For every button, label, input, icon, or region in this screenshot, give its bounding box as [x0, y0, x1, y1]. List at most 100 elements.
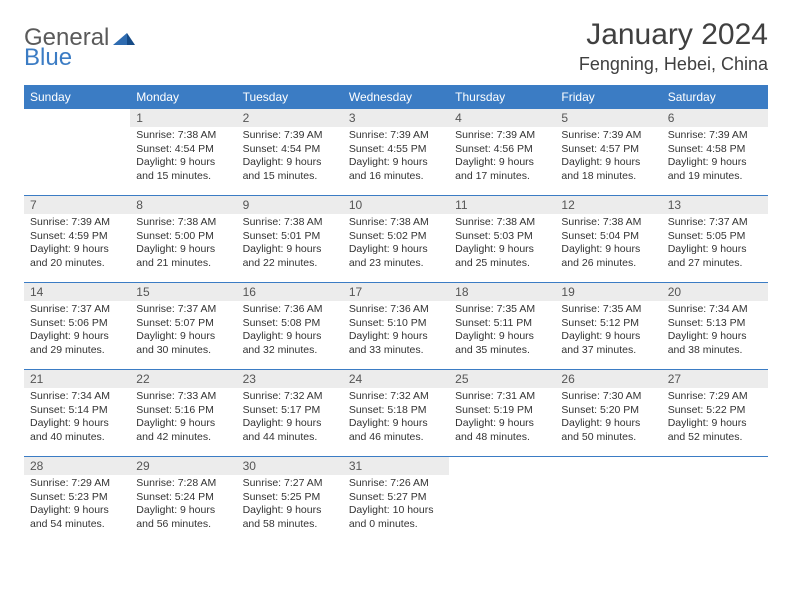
day-cell: 23Sunrise: 7:32 AMSunset: 5:17 PMDayligh…: [237, 370, 343, 456]
day-cell: 28Sunrise: 7:29 AMSunset: 5:23 PMDayligh…: [24, 457, 130, 543]
sunrise-text: Sunrise: 7:26 AM: [349, 477, 443, 491]
daylight-text: Daylight: 9 hours and 30 minutes.: [136, 330, 230, 357]
day-cell: 3Sunrise: 7:39 AMSunset: 4:55 PMDaylight…: [343, 109, 449, 195]
sunset-text: Sunset: 5:12 PM: [561, 317, 655, 331]
sunset-text: Sunset: 4:57 PM: [561, 143, 655, 157]
day-cell: 17Sunrise: 7:36 AMSunset: 5:10 PMDayligh…: [343, 283, 449, 369]
day-cell: 15Sunrise: 7:37 AMSunset: 5:07 PMDayligh…: [130, 283, 236, 369]
day-info: Sunrise: 7:34 AMSunset: 5:13 PMDaylight:…: [662, 301, 768, 362]
sunrise-text: Sunrise: 7:39 AM: [561, 129, 655, 143]
sunrise-text: Sunrise: 7:38 AM: [349, 216, 443, 230]
sunset-text: Sunset: 4:54 PM: [243, 143, 337, 157]
day-info: Sunrise: 7:29 AMSunset: 5:22 PMDaylight:…: [662, 388, 768, 449]
sunset-text: Sunset: 4:55 PM: [349, 143, 443, 157]
sunset-text: Sunset: 5:08 PM: [243, 317, 337, 331]
daylight-text: Daylight: 9 hours and 48 minutes.: [455, 417, 549, 444]
day-cell: [662, 457, 768, 543]
sunrise-text: Sunrise: 7:35 AM: [455, 303, 549, 317]
day-number: 28: [24, 457, 130, 475]
sunrise-text: Sunrise: 7:35 AM: [561, 303, 655, 317]
day-number: 14: [24, 283, 130, 301]
day-info: Sunrise: 7:37 AMSunset: 5:06 PMDaylight:…: [24, 301, 130, 362]
day-cell: 10Sunrise: 7:38 AMSunset: 5:02 PMDayligh…: [343, 196, 449, 282]
day-info: Sunrise: 7:39 AMSunset: 4:57 PMDaylight:…: [555, 127, 661, 188]
daylight-text: Daylight: 9 hours and 52 minutes.: [668, 417, 762, 444]
daylight-text: Daylight: 9 hours and 15 minutes.: [136, 156, 230, 183]
sunset-text: Sunset: 5:04 PM: [561, 230, 655, 244]
week-row: 21Sunrise: 7:34 AMSunset: 5:14 PMDayligh…: [24, 370, 768, 457]
day-cell: 11Sunrise: 7:38 AMSunset: 5:03 PMDayligh…: [449, 196, 555, 282]
day-number: 8: [130, 196, 236, 214]
weekday-wed: Wednesday: [343, 85, 449, 109]
day-info: Sunrise: 7:38 AMSunset: 4:54 PMDaylight:…: [130, 127, 236, 188]
week-row: 7Sunrise: 7:39 AMSunset: 4:59 PMDaylight…: [24, 196, 768, 283]
day-cell: [24, 109, 130, 195]
sunrise-text: Sunrise: 7:37 AM: [136, 303, 230, 317]
week-row: 1Sunrise: 7:38 AMSunset: 4:54 PMDaylight…: [24, 109, 768, 196]
day-number: 4: [449, 109, 555, 127]
day-number: 30: [237, 457, 343, 475]
day-cell: 20Sunrise: 7:34 AMSunset: 5:13 PMDayligh…: [662, 283, 768, 369]
header: General January 2024 Fengning, Hebei, Ch…: [24, 18, 768, 75]
sunrise-text: Sunrise: 7:39 AM: [243, 129, 337, 143]
sunset-text: Sunset: 5:11 PM: [455, 317, 549, 331]
day-number: 24: [343, 370, 449, 388]
day-number: 2: [237, 109, 343, 127]
daylight-text: Daylight: 9 hours and 32 minutes.: [243, 330, 337, 357]
day-number: 23: [237, 370, 343, 388]
sunset-text: Sunset: 5:18 PM: [349, 404, 443, 418]
sunrise-text: Sunrise: 7:34 AM: [30, 390, 124, 404]
sunrise-text: Sunrise: 7:38 AM: [136, 129, 230, 143]
sunset-text: Sunset: 5:19 PM: [455, 404, 549, 418]
sunset-text: Sunset: 5:27 PM: [349, 491, 443, 505]
daylight-text: Daylight: 9 hours and 40 minutes.: [30, 417, 124, 444]
sunset-text: Sunset: 5:10 PM: [349, 317, 443, 331]
sunset-text: Sunset: 5:01 PM: [243, 230, 337, 244]
sunset-text: Sunset: 5:06 PM: [30, 317, 124, 331]
daylight-text: Daylight: 9 hours and 27 minutes.: [668, 243, 762, 270]
day-cell: 21 Sunrise: 7:34 AMSunset: 5:14 PMDayligh…: [24, 370, 130, 456]
day-info: Sunrise: 7:37 AMSunset: 5:05 PMDaylight:…: [662, 214, 768, 275]
day-cell: [555, 457, 661, 543]
month-title: January 2024: [579, 18, 768, 52]
day-number: 22: [130, 370, 236, 388]
daylight-text: Daylight: 10 hours and 0 minutes.: [349, 504, 443, 531]
daylight-text: Daylight: 9 hours and 26 minutes.: [561, 243, 655, 270]
day-info: Sunrise: 7:38 AMSunset: 5:01 PMDaylight:…: [237, 214, 343, 275]
sunrise-text: Sunrise: 7:32 AM: [243, 390, 337, 404]
day-cell: 14Sunrise: 7:37 AMSunset: 5:06 PMDayligh…: [24, 283, 130, 369]
sunset-text: Sunset: 5:17 PM: [243, 404, 337, 418]
sunrise-text: Sunrise: 7:29 AM: [30, 477, 124, 491]
day-cell: 5Sunrise: 7:39 AMSunset: 4:57 PMDaylight…: [555, 109, 661, 195]
daylight-text: Daylight: 9 hours and 58 minutes.: [243, 504, 337, 531]
day-number: 20: [662, 283, 768, 301]
week-row: 28Sunrise: 7:29 AMSunset: 5:23 PMDayligh…: [24, 457, 768, 543]
day-number: 17: [343, 283, 449, 301]
weekday-header: Sunday Monday Tuesday Wednesday Thursday…: [24, 85, 768, 109]
day-cell: 13Sunrise: 7:37 AMSunset: 5:05 PMDayligh…: [662, 196, 768, 282]
sunset-text: Sunset: 5:14 PM: [30, 404, 124, 418]
sunset-text: Sunset: 5:16 PM: [136, 404, 230, 418]
day-number: 21: [24, 370, 130, 388]
day-info: Sunrise: 7:32 AMSunset: 5:18 PMDaylight:…: [343, 388, 449, 449]
daylight-text: Daylight: 9 hours and 17 minutes.: [455, 156, 549, 183]
day-info: Sunrise: 7:39 AMSunset: 4:54 PMDaylight:…: [237, 127, 343, 188]
sunrise-text: Sunrise: 7:37 AM: [30, 303, 124, 317]
day-info: Sunrise: 7:26 AMSunset: 5:27 PMDaylight:…: [343, 475, 449, 536]
daylight-text: Daylight: 9 hours and 54 minutes.: [30, 504, 124, 531]
day-number: 16: [237, 283, 343, 301]
day-cell: 16Sunrise: 7:36 AMSunset: 5:08 PMDayligh…: [237, 283, 343, 369]
day-info: Sunrise: 7:27 AMSunset: 5:25 PMDaylight:…: [237, 475, 343, 536]
day-info: Sunrise: 7:36 AMSunset: 5:08 PMDaylight:…: [237, 301, 343, 362]
sunset-text: Sunset: 4:59 PM: [30, 230, 124, 244]
day-cell: [449, 457, 555, 543]
sunset-text: Sunset: 5:25 PM: [243, 491, 337, 505]
day-number: 9: [237, 196, 343, 214]
day-number: 10: [343, 196, 449, 214]
day-cell: 4Sunrise: 7:39 AMSunset: 4:56 PMDaylight…: [449, 109, 555, 195]
daylight-text: Daylight: 9 hours and 33 minutes.: [349, 330, 443, 357]
day-number: 12: [555, 196, 661, 214]
day-cell: 2Sunrise: 7:39 AMSunset: 4:54 PMDaylight…: [237, 109, 343, 195]
daylight-text: Daylight: 9 hours and 19 minutes.: [668, 156, 762, 183]
week-row: 14Sunrise: 7:37 AMSunset: 5:06 PMDayligh…: [24, 283, 768, 370]
